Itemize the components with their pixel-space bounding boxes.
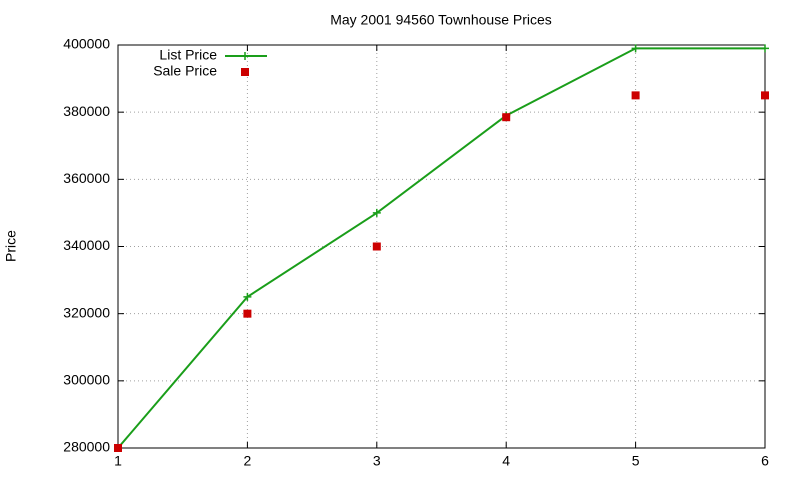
y-tick-label: 340000: [63, 237, 110, 253]
y-tick-label: 380000: [63, 103, 110, 119]
x-tick-label: 5: [632, 453, 640, 469]
x-tick-label: 2: [244, 453, 252, 469]
series-line: [117, 47, 765, 449]
point-marker: [114, 444, 122, 452]
x-tick-label: 6: [761, 453, 769, 469]
point-marker: [631, 44, 640, 53]
legend-label: Sale Price: [153, 63, 217, 79]
legend-marker: [241, 68, 249, 76]
point-marker: [761, 91, 769, 100]
y-axis-label: Price: [3, 230, 19, 262]
legend-label: List Price: [159, 47, 217, 63]
x-tick-label: 4: [502, 453, 510, 469]
chart-title: May 2001 94560 Townhouse Prices: [330, 12, 552, 28]
point-marker: [372, 242, 381, 251]
point-marker: [631, 91, 640, 100]
y-tick-label: 360000: [63, 170, 110, 186]
point-marker: [761, 44, 769, 53]
x-tick-label: 1: [114, 453, 122, 469]
point-marker: [372, 208, 381, 217]
legend-marker: [241, 52, 249, 60]
plot-border: [117, 44, 766, 449]
y-tick-label: 280000: [63, 439, 110, 455]
y-tick-label: 320000: [63, 304, 110, 320]
point-marker: [243, 309, 252, 318]
y-tick-label: 300000: [63, 372, 110, 388]
x-tick-label: 3: [373, 453, 381, 469]
point-marker: [243, 292, 252, 301]
point-marker: [502, 113, 511, 122]
y-tick-label: 400000: [63, 36, 110, 52]
